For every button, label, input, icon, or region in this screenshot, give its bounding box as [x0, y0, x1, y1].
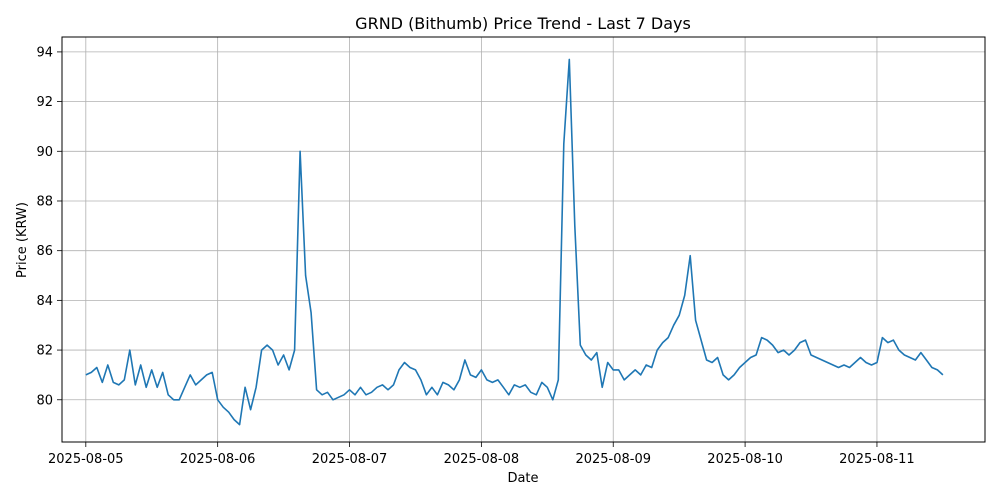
grid	[62, 37, 985, 442]
x-tick-label: 2025-08-08	[444, 452, 520, 467]
x-tick-label: 2025-08-11	[839, 452, 915, 467]
x-tick-label: 2025-08-10	[707, 452, 783, 467]
x-tick-label: 2025-08-05	[48, 452, 124, 467]
y-axis-label: Price (KRW)	[15, 202, 30, 278]
x-axis: 2025-08-05 2025-08-06 2025-08-07 2025-08-08…	[48, 442, 915, 467]
x-axis-label: Date	[507, 471, 538, 486]
x-tick-label: 2025-08-09	[575, 452, 651, 467]
y-tick-label: 90	[36, 145, 53, 160]
chart-title: GRND (Bithumb) Price Trend - Last 7 Days	[355, 14, 691, 33]
y-tick-label: 92	[36, 95, 53, 110]
x-tick-label: 2025-08-06	[180, 452, 256, 467]
y-tick-label: 88	[36, 194, 53, 209]
y-tick-label: 80	[36, 393, 53, 408]
y-tick-label: 82	[36, 344, 53, 359]
y-axis: 80 82 84 86 88 90 92 94	[36, 45, 62, 408]
price-series-line	[85, 58, 944, 426]
y-tick-label: 94	[36, 45, 53, 60]
plot-frame	[61, 36, 986, 443]
x-tick-label: 2025-08-07	[312, 452, 388, 467]
y-tick-label: 84	[36, 294, 53, 309]
y-tick-label: 86	[36, 244, 53, 259]
